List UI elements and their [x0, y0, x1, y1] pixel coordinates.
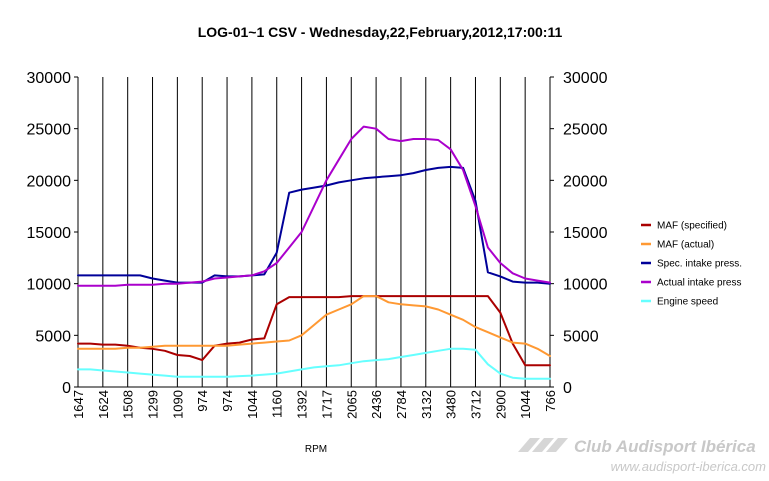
y-axis-right-ticks: 0 5000 10000 15000 20000 25000 30000	[550, 70, 608, 397]
watermark-logo-icon	[518, 438, 568, 452]
watermark-name: Club Audisport Ibérica	[574, 437, 756, 456]
y-axis-left-ticks: 0 5000 10000 15000 20000 25000 30000	[27, 70, 78, 397]
y-tick-label-left: 0	[62, 380, 71, 397]
x-tick-label: 3712	[468, 390, 483, 419]
y-tick-label-right: 30000	[563, 70, 608, 87]
series-line-1	[77, 295, 551, 357]
grid	[77, 77, 551, 387]
x-tick-label: 1717	[319, 390, 334, 419]
legend-label: MAF (specified)	[657, 221, 727, 232]
x-axis-label: RPM	[305, 444, 327, 455]
series-line-0	[77, 295, 551, 367]
y-tick-label-left: 25000	[27, 122, 72, 139]
series-line-3	[77, 125, 551, 287]
y-tick-label-right: 15000	[563, 225, 608, 242]
x-tick-label: 3480	[444, 390, 459, 419]
legend: MAF (specified) MAF (actual) Spec. intake …	[641, 221, 742, 308]
x-tick-label: 1508	[121, 390, 136, 419]
y-tick-label-left: 20000	[27, 173, 72, 190]
legend-label: Spec. intake press.	[657, 259, 742, 270]
y-tick-label-left: 10000	[27, 277, 72, 294]
x-axis-ticks: 1647 1624 1508 1299 1090 974 974 1044 1160 1392 17…	[71, 390, 558, 419]
y-tick-label-right: 0	[563, 380, 572, 397]
x-tick-label: 2065	[344, 390, 359, 419]
series-line-4	[77, 347, 551, 380]
y-tick-label-left: 15000	[27, 225, 72, 242]
y-tick-label-left: 5000	[35, 328, 71, 345]
x-tick-label: 1160	[270, 390, 285, 418]
x-tick-label: 3132	[419, 390, 434, 419]
chart-title: LOG-01~1 CSV - Wednesday,22,February,201…	[198, 24, 563, 40]
y-tick-label-right: 20000	[563, 173, 608, 190]
watermark-url: www.audisport-iberica.com	[611, 459, 767, 474]
y-tick-label-left: 30000	[27, 70, 72, 87]
x-tick-label: 1299	[146, 390, 161, 419]
y-tick-label-right: 25000	[563, 122, 608, 139]
y-tick-label-right: 5000	[563, 328, 599, 345]
legend-label: Engine speed	[657, 297, 718, 308]
x-tick-label: 1392	[295, 390, 310, 419]
x-tick-label: 974	[195, 390, 210, 412]
x-tick-label: 2784	[394, 390, 409, 419]
plot-area	[78, 77, 550, 387]
x-tick-label: 2900	[493, 390, 508, 419]
x-tick-label: 1044	[518, 390, 533, 419]
x-tick-label: 2436	[369, 390, 384, 419]
watermark: Club Audisport Ibérica www.audisport-ibe…	[518, 437, 766, 474]
x-tick-label: 1624	[96, 390, 111, 419]
series-line-2	[77, 165, 551, 285]
y-tick-label-right: 10000	[563, 277, 608, 294]
x-tick-label: 766	[543, 390, 558, 412]
x-tick-label: 1044	[245, 390, 260, 419]
x-tick-label: 974	[220, 390, 235, 412]
legend-label: MAF (actual)	[657, 240, 714, 251]
x-tick-label: 1647	[71, 390, 86, 419]
x-tick-label: 1090	[170, 390, 185, 419]
series-lines	[77, 125, 551, 380]
legend-label: Actual intake press	[657, 278, 742, 289]
